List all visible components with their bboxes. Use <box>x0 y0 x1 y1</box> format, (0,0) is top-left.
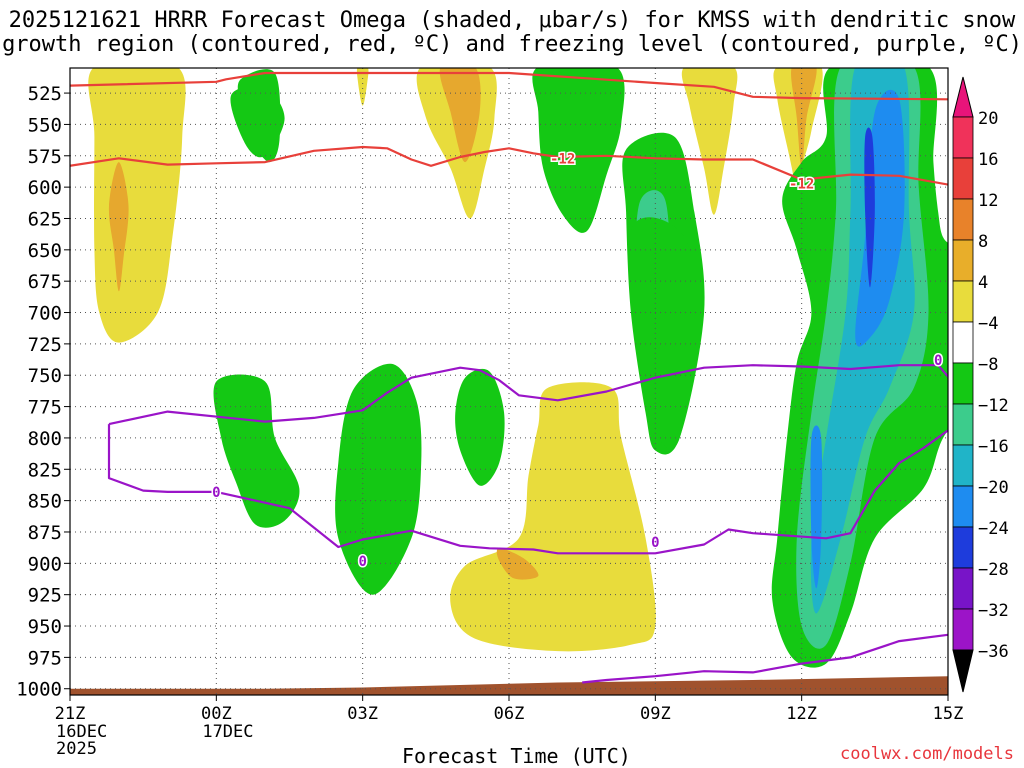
terrain <box>70 676 948 695</box>
y-tick-label: 825 <box>28 459 62 481</box>
omega-pos8-low <box>496 548 539 580</box>
y-tick-label: 725 <box>28 334 62 356</box>
y-tick-label: 575 <box>28 146 62 168</box>
omega-neg-f <box>213 374 300 528</box>
colorbar-swatch <box>952 608 974 651</box>
x-tick-label: 09Z <box>640 704 671 724</box>
y-tick-label: 675 <box>28 271 62 293</box>
x-tick-label: 06Z <box>494 704 525 724</box>
x-tick-label: 15Z <box>933 704 964 724</box>
y-tick-label: 975 <box>28 647 62 669</box>
x-tick-label: 21Z <box>55 704 86 724</box>
omega-pos-ul <box>88 68 186 343</box>
y-tick-label: 525 <box>28 83 62 105</box>
colorbar-label: 12 <box>978 191 998 211</box>
y-tick-label: 600 <box>28 177 62 199</box>
colorbar-swatch <box>952 116 974 159</box>
colorbar-label: −8 <box>978 355 998 375</box>
colorbar-label: −36 <box>978 642 1009 662</box>
colorbar-swatch <box>952 485 974 528</box>
contour-label: -12 <box>789 176 814 192</box>
omega-neg-b <box>532 68 625 233</box>
colorbar-label: −28 <box>978 560 1009 580</box>
y-tick-label: 775 <box>28 397 62 419</box>
omega-neg-i <box>629 217 695 449</box>
colorbar-label: −24 <box>978 519 1009 539</box>
contour-freezing-level-surface <box>582 633 948 684</box>
contour-label: 0 <box>651 535 659 551</box>
y-tick-label: 625 <box>28 208 62 230</box>
colorbar-swatch <box>952 362 974 405</box>
x-tick-label: 00Z <box>201 704 232 724</box>
contour-label: -12 <box>550 151 575 167</box>
omega-pos8-ul <box>108 162 129 292</box>
colorbar-label: 16 <box>978 150 998 170</box>
omega-pos-a <box>356 68 369 106</box>
colorbar-label: 8 <box>978 232 988 252</box>
colorbar-top-arrow <box>952 76 974 118</box>
x-date-label: 2025 <box>56 739 97 759</box>
omega-neg-h <box>455 368 505 486</box>
colorbar-swatch <box>952 403 974 446</box>
omega-neg16-big <box>855 89 905 347</box>
y-tick-label: 1000 <box>16 679 62 701</box>
y-tick-label: 650 <box>28 240 62 262</box>
colorbar-swatch <box>952 444 974 487</box>
contour-freezing-level <box>107 364 948 555</box>
colorbar-swatch <box>952 526 974 569</box>
y-tick-label: 900 <box>28 553 62 575</box>
contour-label: 0 <box>212 485 220 501</box>
contour-dgz-upper <box>70 71 948 101</box>
x-date-label: 16DEC <box>56 722 107 742</box>
colorbar-swatch <box>952 321 974 364</box>
contour-dgz-lower <box>70 145 948 186</box>
colorbar-label: −12 <box>978 396 1009 416</box>
omega-pos8-b <box>439 68 481 163</box>
y-tick-label: 950 <box>28 616 62 638</box>
omega-neg-j <box>230 86 285 158</box>
y-tick-label: 750 <box>28 365 62 387</box>
omega-pos-low <box>450 382 656 652</box>
y-tick-label: 700 <box>28 303 62 325</box>
colorbar-label: −4 <box>978 314 998 334</box>
y-tick-label: 550 <box>28 114 62 136</box>
contour-label: 0 <box>358 554 366 570</box>
x-date-label: 17DEC <box>202 722 253 742</box>
chart-title-line1: 2025121621 HRRR Forecast Omega (shaded, … <box>8 8 1016 33</box>
colorbar-label: −16 <box>978 437 1009 457</box>
colorbar-swatch <box>952 567 974 610</box>
omega-neg-g <box>335 363 422 595</box>
x-axis-label: Forecast Time (UTC) <box>402 744 631 768</box>
colorbar-label: 20 <box>978 109 998 129</box>
x-tick-label: 03Z <box>347 704 378 724</box>
plot-area: -12 -12 0 0 0 0 <box>70 68 948 695</box>
credit-link[interactable]: coolwx.com/models <box>840 744 1014 764</box>
omega-pos-d <box>773 68 823 200</box>
colorbar-label: −32 <box>978 601 1009 621</box>
colorbar: 20 16 12 8 4 −4 −8 −12 −16 −20 −24 −28 −32 −36 <box>952 76 1009 693</box>
y-tick-label: 800 <box>28 428 62 450</box>
y-tick-label: 925 <box>28 585 62 607</box>
colorbar-swatch <box>952 280 974 323</box>
colorbar-bottom-arrow <box>952 649 974 693</box>
x-tick-label: 12Z <box>786 704 817 724</box>
y-tick-label: 875 <box>28 522 62 544</box>
omega-pos-c <box>681 68 738 215</box>
omega-neg20-core <box>864 127 875 288</box>
omega-neg16-low <box>810 425 823 589</box>
contour-label: 0 <box>934 353 942 369</box>
chart-title-line2: growth region (contoured, red, ºC) and f… <box>2 32 1022 57</box>
colorbar-swatch <box>952 157 974 200</box>
colorbar-swatch <box>952 198 974 241</box>
colorbar-label: −20 <box>978 478 1009 498</box>
y-tick-label: 850 <box>28 491 62 513</box>
colorbar-label: 4 <box>978 273 988 293</box>
colorbar-swatch <box>952 239 974 282</box>
